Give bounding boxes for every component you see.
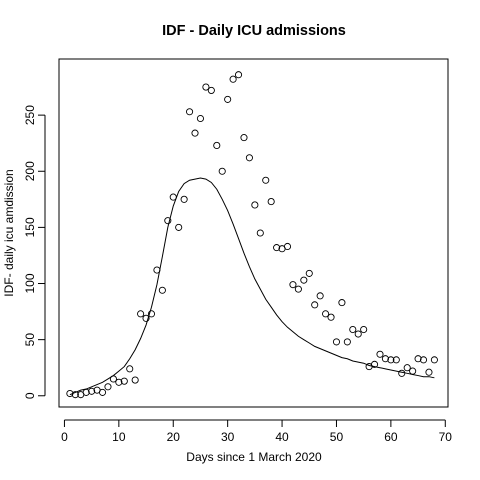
data-point — [256, 229, 264, 237]
data-point — [234, 71, 243, 79]
plot-area-frame — [58, 58, 449, 408]
data-point — [403, 364, 411, 372]
x-axis-label: Days since 1 March 2020 — [186, 450, 322, 464]
y-tick-label: 200 — [23, 161, 37, 181]
data-point — [158, 286, 166, 294]
data-point — [409, 367, 417, 375]
data-point — [300, 276, 308, 284]
data-point — [82, 388, 90, 396]
data-point — [398, 369, 406, 377]
data-point — [207, 86, 215, 94]
data-point — [164, 217, 172, 225]
x-tick-label: 50 — [330, 430, 344, 444]
y-tick-label: 250 — [23, 105, 37, 125]
data-point — [262, 176, 270, 184]
data-point — [294, 285, 302, 293]
data-point — [104, 383, 112, 391]
data-points-layer — [66, 71, 438, 399]
data-point — [305, 269, 313, 277]
x-tick-label: 10 — [112, 430, 126, 444]
data-point — [175, 223, 183, 231]
x-tick-label: 30 — [221, 430, 235, 444]
data-point — [311, 301, 319, 309]
x-tick-label: 20 — [167, 430, 181, 444]
data-point — [224, 95, 232, 103]
data-point — [327, 313, 335, 321]
data-point — [392, 356, 400, 364]
data-point — [332, 338, 341, 346]
x-tick-label: 0 — [61, 430, 68, 444]
data-point — [240, 134, 248, 142]
data-point — [322, 310, 330, 318]
data-point — [202, 83, 210, 91]
data-point — [66, 389, 74, 398]
data-point — [381, 355, 389, 363]
data-point — [273, 244, 281, 252]
x-tick-label: 40 — [275, 430, 289, 444]
x-axis: 0 10 20 30 40 50 60 70 — [61, 419, 453, 444]
data-point — [289, 281, 297, 289]
data-point — [354, 330, 362, 338]
data-point — [414, 355, 422, 363]
data-point — [213, 141, 221, 149]
data-point — [343, 338, 351, 346]
data-point — [131, 376, 139, 384]
data-point — [109, 375, 117, 383]
data-point — [71, 391, 79, 399]
y-tick-label: 150 — [23, 217, 37, 237]
data-point — [419, 356, 428, 364]
data-point — [338, 299, 346, 307]
data-point — [147, 310, 156, 318]
data-point — [376, 350, 384, 358]
data-point — [115, 378, 123, 386]
y-tick-label: 100 — [23, 273, 37, 293]
x-tick-label: 60 — [384, 430, 398, 444]
y-axis-label: IDF- daily icu amdission — [2, 169, 16, 296]
data-point — [186, 108, 194, 116]
y-tick-label: 0 — [23, 392, 37, 399]
chart-title: IDF - Daily ICU admissions — [162, 23, 346, 39]
data-point — [251, 201, 259, 209]
data-point — [387, 356, 395, 364]
data-point — [229, 75, 237, 83]
y-axis: 0 50 100 150 200 250 — [23, 105, 46, 399]
data-point — [425, 368, 433, 376]
x-tick-label: 70 — [439, 430, 453, 444]
data-point — [191, 129, 199, 137]
data-point — [169, 193, 177, 201]
data-point — [153, 266, 161, 274]
fit-curve-layer — [69, 177, 435, 396]
data-point — [245, 154, 253, 162]
data-point — [218, 167, 226, 175]
data-point — [267, 198, 275, 206]
data-point — [98, 388, 107, 396]
data-point — [349, 325, 357, 334]
data-point — [370, 360, 379, 368]
data-point — [316, 292, 324, 300]
data-point — [430, 356, 438, 364]
data-point — [120, 377, 128, 385]
data-point — [126, 365, 134, 373]
y-tick-label: 50 — [23, 333, 37, 347]
data-point — [180, 195, 188, 203]
data-point — [283, 242, 292, 251]
fit-curve — [69, 177, 435, 396]
data-point — [360, 325, 368, 334]
data-point — [88, 387, 96, 395]
data-point — [142, 314, 150, 322]
data-point — [137, 310, 145, 318]
data-point — [196, 114, 204, 123]
